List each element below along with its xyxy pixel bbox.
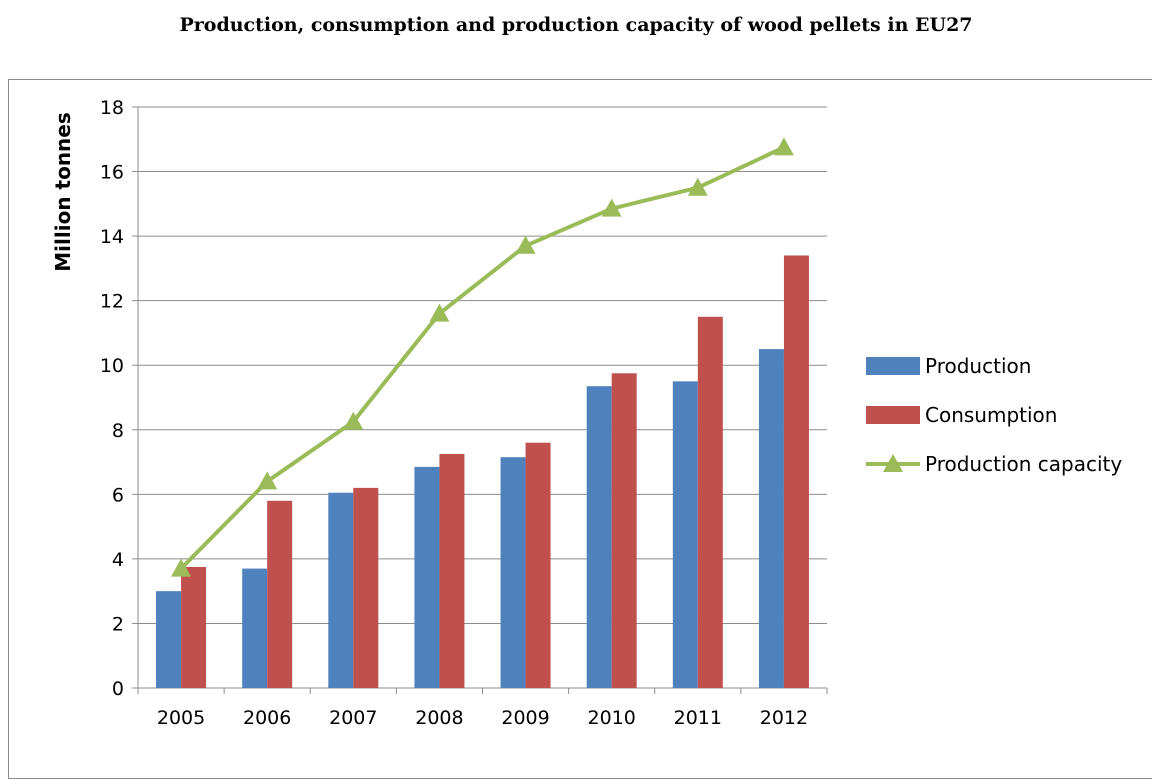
bars (156, 255, 809, 688)
x-tick-label: 2006 (243, 707, 291, 729)
bar-production (758, 349, 784, 688)
legend-swatch-consumption (866, 406, 920, 424)
y-axis-title: Million tonnes (51, 112, 75, 272)
marker-production-capacity (687, 177, 708, 196)
bar-production (156, 591, 182, 688)
bar-production (586, 386, 612, 688)
legend-label: Production (925, 354, 1031, 378)
legend-swatch-production (866, 357, 920, 375)
legend: Production Consumption Production capacity (866, 354, 1122, 476)
gridlines (138, 106, 827, 624)
x-tick-label: 2010 (588, 707, 636, 729)
y-tick-label: 6 (112, 484, 124, 506)
bar-consumption (697, 316, 723, 688)
line-production-capacity (179, 145, 785, 570)
x-tick-label: 2009 (501, 707, 549, 729)
marker-production-capacity (515, 235, 536, 254)
chart-title: Production, consumption and production c… (179, 14, 973, 36)
bar-production (500, 457, 526, 688)
bar-production (328, 492, 354, 688)
y-tick-label: 10 (100, 355, 124, 377)
bar-consumption (525, 442, 551, 688)
bar-production (414, 466, 440, 688)
y-tick-label: 2 (112, 613, 124, 635)
bar-consumption (353, 487, 379, 688)
x-tick-label: 2012 (760, 707, 808, 729)
x-tick-label: 2011 (674, 707, 722, 729)
x-tick-label: 2007 (329, 707, 377, 729)
legend-label: Consumption (925, 403, 1057, 427)
x-tick-label: 2005 (157, 707, 205, 729)
marker-production-capacity (171, 558, 192, 577)
bar-production (242, 568, 268, 688)
marker-production-capacity (343, 411, 364, 430)
marker-production-capacity (773, 137, 794, 156)
marker-production-capacity (257, 471, 278, 490)
capacity-line (171, 137, 794, 577)
bar-consumption (439, 453, 465, 688)
y-tick-label: 0 (112, 678, 124, 700)
y-tick-label: 18 (100, 97, 124, 119)
tick-labels: 0 2 4 6 8 10 12 14 16 18 2005 2006 2007 2008 2009 2010 2… (100, 97, 808, 729)
bar-consumption (783, 255, 809, 688)
bar-consumption (611, 373, 637, 688)
y-tick-label: 12 (100, 291, 124, 313)
bar-consumption (181, 566, 207, 688)
x-tick-label: 2008 (415, 707, 463, 729)
legend-swatch-marker (883, 454, 903, 472)
chart-plot: Million tonnes 0 2 4 6 8 10 12 14 16 18 2005 2006 20… (51, 97, 1122, 729)
marker-production-capacity (601, 198, 622, 217)
legend-label: Production capacity (925, 452, 1122, 476)
marker-production-capacity (429, 303, 450, 322)
y-tick-label: 8 (112, 420, 124, 442)
y-tick-label: 14 (100, 226, 124, 248)
bar-consumption (267, 500, 293, 688)
y-tick-label: 4 (112, 549, 124, 571)
bar-production (672, 381, 698, 688)
y-tick-label: 16 (100, 162, 124, 184)
